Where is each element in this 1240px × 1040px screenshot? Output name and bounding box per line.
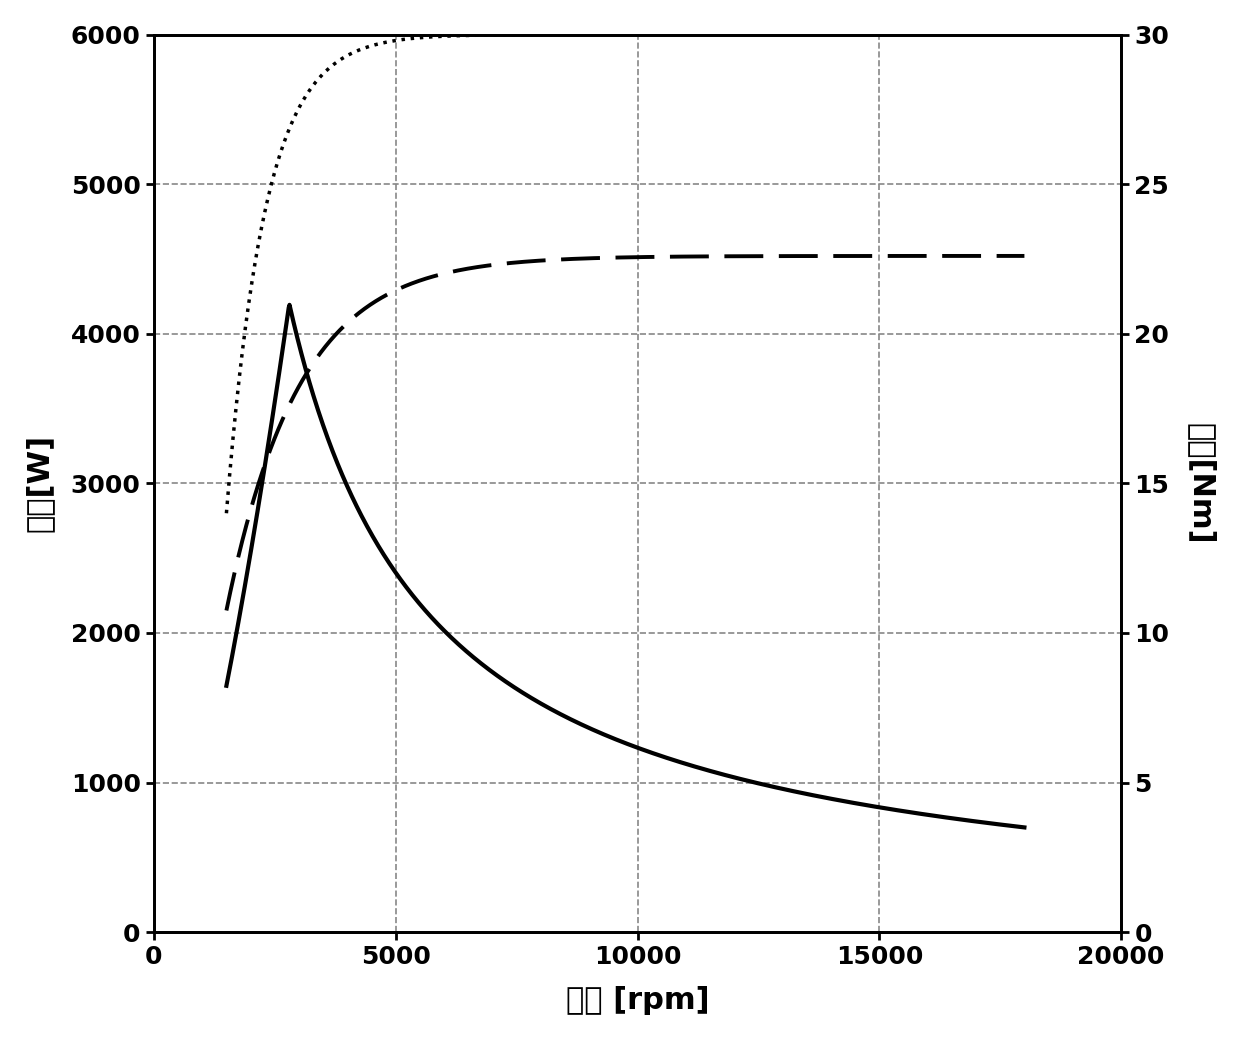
Y-axis label: 扭矩[Nm]: 扭矩[Nm] (1185, 422, 1215, 544)
X-axis label: 转速 [rpm]: 转速 [rpm] (565, 986, 709, 1015)
Y-axis label: 功率[W]: 功率[W] (25, 435, 55, 532)
